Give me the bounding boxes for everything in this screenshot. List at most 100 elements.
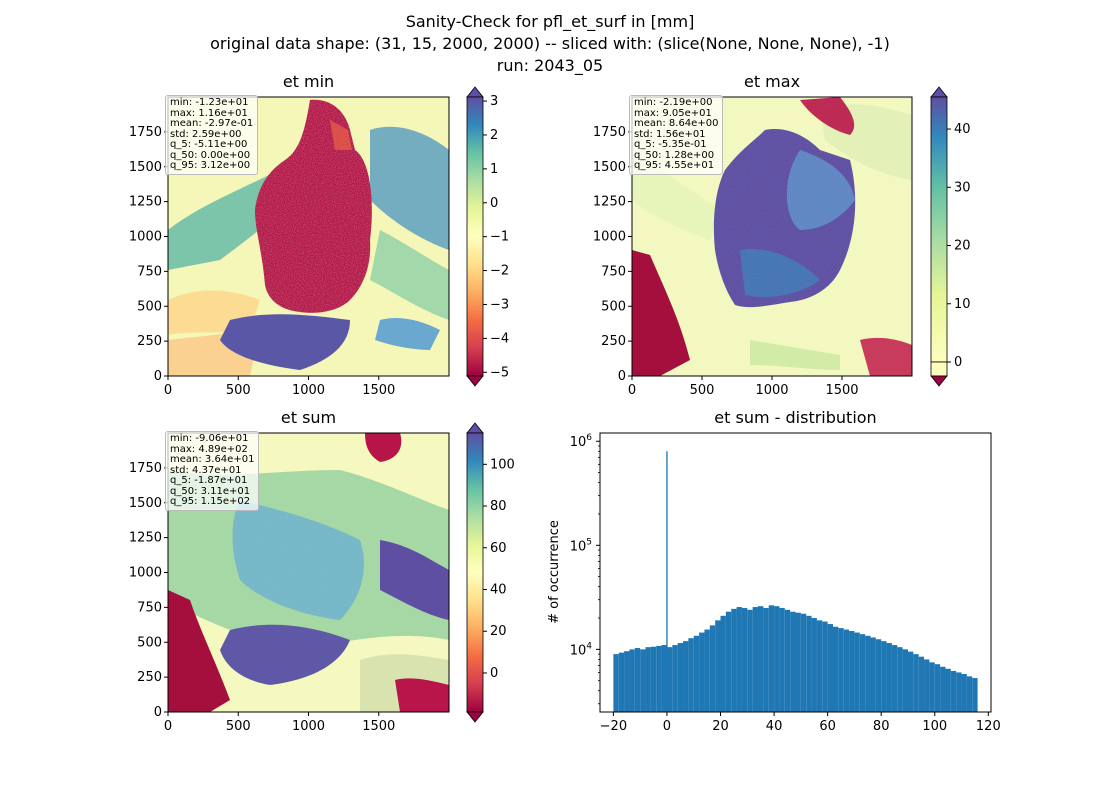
et-max-colorbar-ticks: 40 30 20 10 0 bbox=[947, 122, 971, 370]
histogram-bar bbox=[677, 643, 684, 712]
histogram-bar bbox=[827, 624, 833, 712]
histogram-bar bbox=[859, 634, 866, 712]
x-tick-label: 1000 bbox=[292, 383, 325, 398]
et-sum-map bbox=[168, 433, 449, 712]
colorbar-tick-label: 0 bbox=[490, 666, 498, 681]
histogram-bar bbox=[806, 615, 812, 712]
x-tick-label: 1500 bbox=[362, 719, 395, 734]
histogram-bar bbox=[966, 676, 973, 712]
histogram-bar bbox=[624, 651, 630, 712]
stat-line: max: 4.89e+02 bbox=[170, 443, 248, 455]
stat-line: q_95: 3.12e+00 bbox=[170, 160, 251, 171]
stat-line: std: 2.59e+00 bbox=[170, 128, 242, 140]
histogram-bar bbox=[666, 647, 673, 712]
colorbar-tick-label: −1 bbox=[490, 230, 509, 245]
colorbar-tick-label: 60 bbox=[490, 541, 507, 556]
y-tick-label: 750 bbox=[137, 600, 162, 615]
et-min-map bbox=[168, 97, 449, 376]
stat-line: q_95: 4.55e+01 bbox=[634, 160, 715, 171]
histogram-bar bbox=[907, 651, 914, 712]
hist-y-tick-label: 106 bbox=[570, 433, 593, 450]
figure-suptitle-line-3: run: 2043_05 bbox=[496, 56, 604, 75]
colorbar-tick-label: 30 bbox=[954, 180, 971, 195]
x-tick-label: 1500 bbox=[825, 383, 858, 398]
x-tick-label: 0 bbox=[164, 383, 172, 398]
histogram-bar bbox=[720, 615, 726, 712]
histogram-bar bbox=[618, 652, 625, 712]
histogram-bar bbox=[870, 637, 876, 712]
hist-x-tick-label: 40 bbox=[766, 719, 783, 734]
histogram-bar bbox=[650, 646, 657, 712]
y-tick-label: 500 bbox=[601, 299, 626, 314]
stat-line: min: -2.19e+00 bbox=[634, 97, 713, 108]
stat-line: q_5: -1.87e+01 bbox=[170, 475, 248, 486]
histogram-bar bbox=[629, 649, 635, 712]
histogram-bar bbox=[902, 649, 908, 712]
et-sum-colorbar-ticks: 100 80 60 40 20 0 bbox=[483, 457, 515, 681]
histogram-bar bbox=[634, 648, 641, 712]
stat-line: q_95: 1.15e+02 bbox=[170, 496, 251, 507]
x-tick-label: 0 bbox=[628, 383, 636, 398]
x-tick-label: 500 bbox=[226, 719, 251, 734]
histogram-bar bbox=[838, 628, 844, 712]
y-tick-label: 1000 bbox=[129, 566, 162, 581]
x-tick-label: 500 bbox=[690, 383, 715, 398]
histogram-bar bbox=[832, 626, 839, 712]
y-tick-label: 250 bbox=[137, 334, 162, 349]
hist-x-tick-label: 0 bbox=[663, 719, 671, 734]
histogram-bar bbox=[666, 451, 668, 712]
stat-line: max: 9.05e+01 bbox=[634, 107, 712, 119]
histogram-bar bbox=[822, 621, 828, 712]
histogram-bar bbox=[715, 620, 721, 712]
histogram-bar bbox=[758, 606, 764, 712]
y-tick-label: 1000 bbox=[129, 230, 162, 245]
y-tick-label: 250 bbox=[137, 670, 162, 685]
hist-x-tick-label: −20 bbox=[600, 719, 627, 734]
stat-line: q_50: 0.00e+00 bbox=[170, 149, 251, 161]
histogram-bar bbox=[843, 629, 850, 712]
histogram-bar bbox=[645, 647, 651, 712]
histogram-bar bbox=[897, 647, 903, 712]
histogram-bar bbox=[961, 673, 967, 712]
x-tick-label: 1500 bbox=[362, 383, 395, 398]
histogram-bar bbox=[784, 609, 791, 712]
hist-x-tick-label: 20 bbox=[712, 719, 729, 734]
y-tick-label: 750 bbox=[601, 264, 626, 279]
histogram-bar bbox=[699, 632, 705, 712]
et-max-colorbar bbox=[930, 86, 948, 387]
colorbar-tick-label: 2 bbox=[490, 128, 498, 143]
histogram-bar bbox=[800, 613, 807, 712]
stat-line: q_50: 3.11e+01 bbox=[170, 485, 251, 497]
y-tick-label: 1750 bbox=[593, 125, 626, 140]
stat-line: max: 1.16e+01 bbox=[170, 107, 248, 119]
histogram-bar bbox=[725, 611, 732, 712]
histogram-bar bbox=[929, 662, 935, 712]
colorbar-tick-label: 0 bbox=[954, 355, 962, 370]
colorbar-tick-label: 80 bbox=[490, 499, 507, 514]
y-tick-label: 1500 bbox=[593, 160, 626, 175]
et-min-title: et min bbox=[282, 72, 335, 91]
colorbar-tick-label: 40 bbox=[490, 583, 507, 598]
y-tick-label: 1750 bbox=[129, 125, 162, 140]
y-tick-label: 1500 bbox=[129, 160, 162, 175]
histogram-bar bbox=[795, 612, 801, 712]
hist-y-tick-label: 104 bbox=[570, 641, 593, 658]
colorbar-tick-label: 3 bbox=[490, 94, 498, 109]
colorbar-tick-label: 20 bbox=[490, 624, 507, 639]
y-tick-label: 1000 bbox=[593, 230, 626, 245]
histogram-bar bbox=[918, 656, 925, 712]
x-tick-label: 1000 bbox=[755, 383, 788, 398]
stat-line: q_5: -5.11e+00 bbox=[170, 139, 248, 150]
figure-suptitle-line-2: original data shape: (31, 15, 2000, 2000… bbox=[210, 34, 890, 53]
x-tick-label: 500 bbox=[226, 383, 251, 398]
histogram-bar bbox=[779, 607, 785, 712]
histogram-bar bbox=[875, 639, 882, 712]
colorbar-tick-label: 0 bbox=[490, 196, 498, 211]
et-sum-stats-box: min: -9.06e+01 max: 4.89e+02 mean: 3.64e… bbox=[165, 431, 260, 511]
histogram-bar bbox=[656, 645, 662, 712]
histogram-bar bbox=[956, 672, 962, 712]
histogram-bar bbox=[945, 668, 951, 712]
histogram-bar bbox=[886, 643, 892, 712]
stat-line: std: 4.37e+01 bbox=[170, 464, 242, 476]
